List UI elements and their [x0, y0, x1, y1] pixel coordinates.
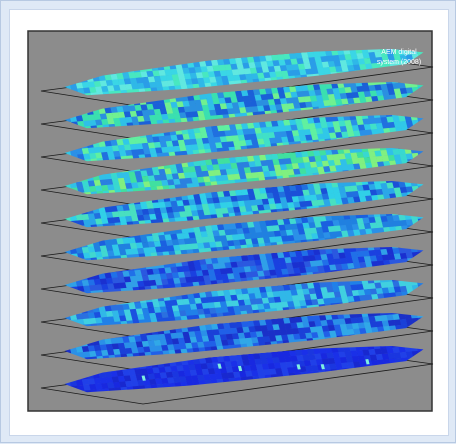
annotation-line: AEM digital — [381, 49, 417, 56]
figure: AEM digital system (2008) — [1, 1, 456, 444]
annotation-line: system (2008) — [377, 59, 421, 66]
screenshot-frame: AEM digital system (2008) — [0, 0, 456, 443]
